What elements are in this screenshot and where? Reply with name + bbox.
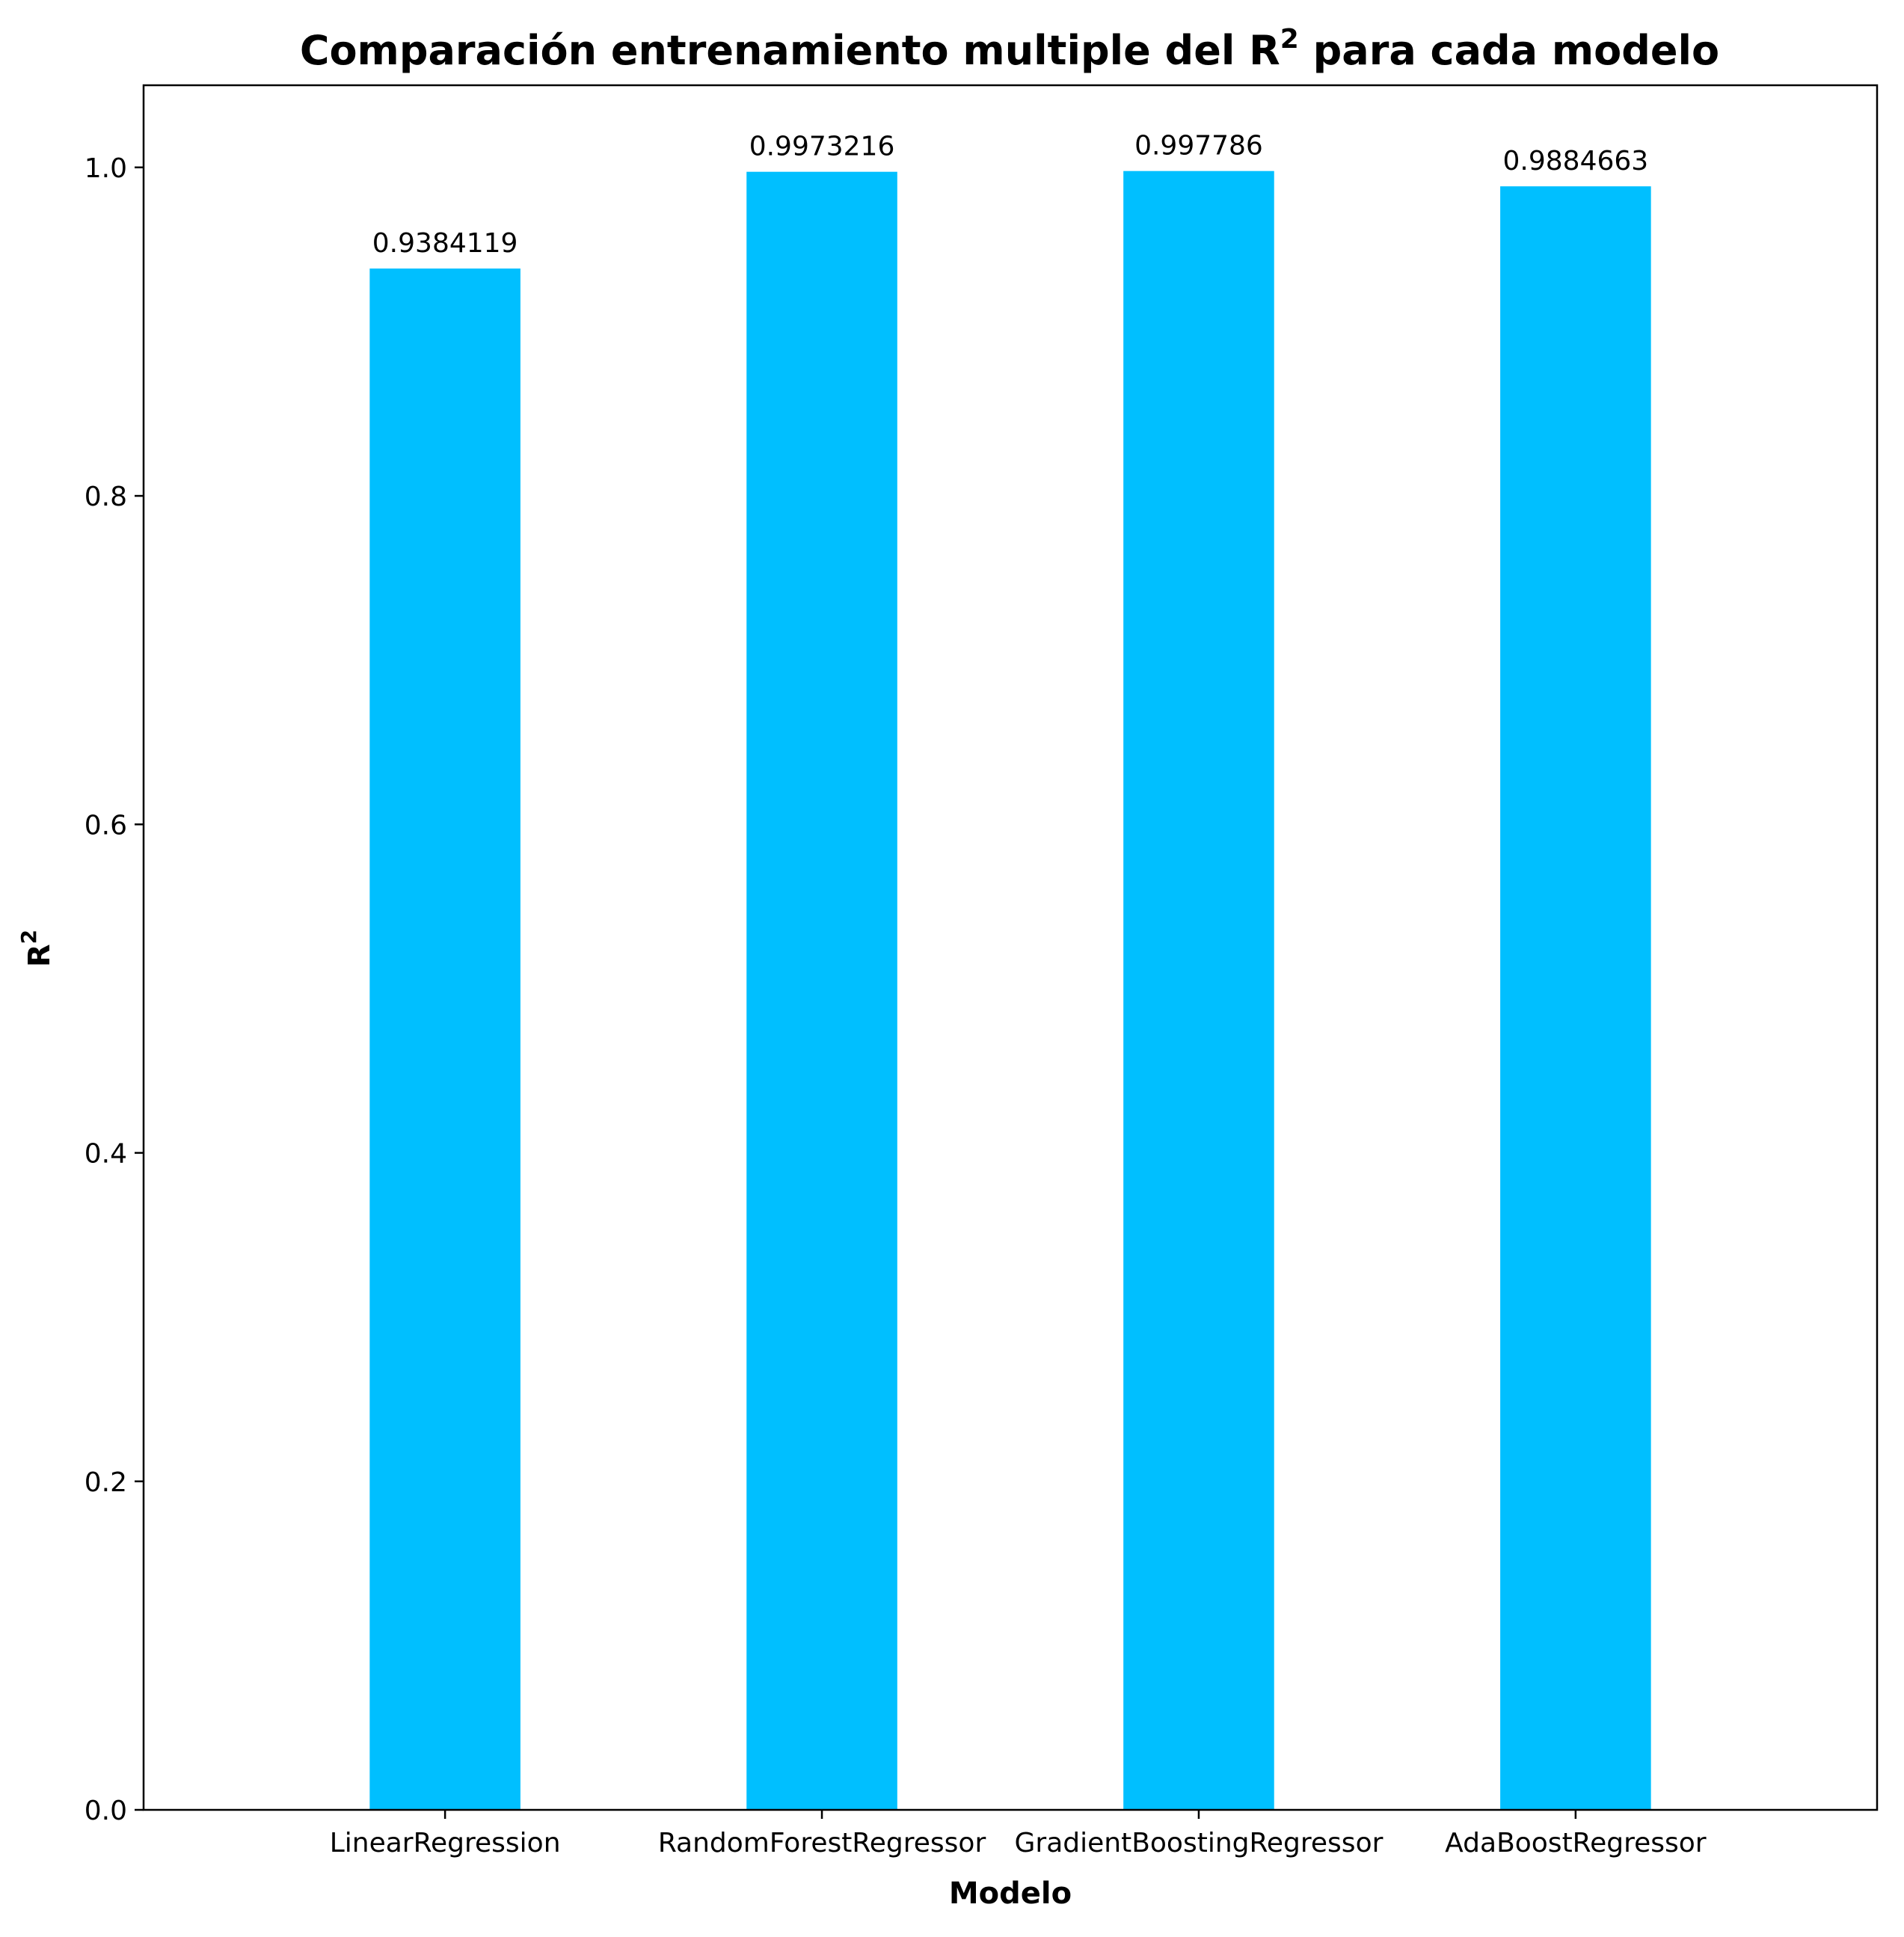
data-label: 0.9384119 — [372, 228, 518, 259]
x-axis-ticks: LinearRegression RandomForestRegressor Gra… — [330, 1810, 1707, 1858]
chart-title-suffix: para cada modelo — [1299, 27, 1719, 74]
x-tick-label: RandomForestRegressor — [658, 1828, 986, 1858]
y-axis-ticks: 0.0 0.2 0.4 0.6 0.8 1.0 — [85, 153, 144, 1826]
data-labels-group: 0.9384119 0.9973216 0.997786 0.9884663 — [372, 131, 1648, 259]
y-tick-label: 0.6 — [85, 810, 127, 841]
x-tick-label: LinearRegression — [330, 1828, 561, 1858]
y-tick-label: 0.0 — [85, 1796, 127, 1826]
data-label: 0.997786 — [1134, 131, 1263, 162]
y-tick-label: 0.2 — [85, 1467, 127, 1498]
y-axis-label-superscript: 2 — [16, 930, 41, 944]
bars-group — [369, 171, 1651, 1811]
y-axis-label: R2 — [16, 930, 57, 967]
data-label: 0.9973216 — [749, 132, 895, 162]
bar — [1123, 171, 1274, 1811]
bar — [369, 268, 520, 1810]
bar — [1500, 186, 1651, 1811]
x-tick-label: AdaBoostRegressor — [1445, 1828, 1707, 1858]
bar — [746, 171, 897, 1810]
y-tick-label: 0.4 — [85, 1139, 127, 1170]
x-tick-label: GradientBoostingRegressor — [1015, 1828, 1384, 1858]
plot-frame — [142, 84, 1879, 1811]
data-label: 0.9884663 — [1503, 146, 1649, 176]
chart-title: Comparación entrenamiento multiple del R… — [300, 24, 1719, 74]
x-axis-label: Modelo — [949, 1876, 1072, 1911]
chart-title-main: Comparación entrenamiento multiple del R — [300, 27, 1280, 74]
y-axis-label-main: R — [22, 944, 57, 967]
y-tick-label: 1.0 — [85, 153, 127, 184]
chart-title-superscript: 2 — [1280, 24, 1299, 55]
y-tick-label: 0.8 — [85, 482, 127, 512]
